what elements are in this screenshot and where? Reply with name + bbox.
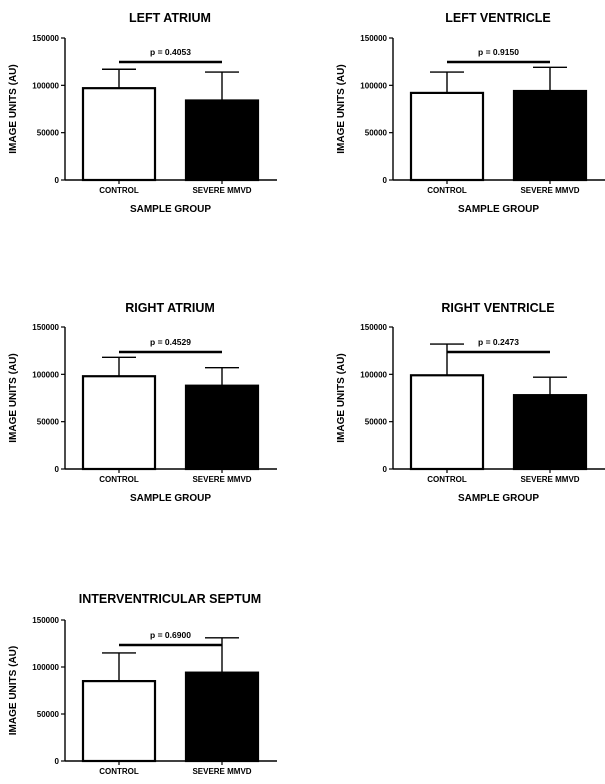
p-value-label: p = 0.9150 bbox=[478, 47, 519, 57]
y-tick-label: 0 bbox=[55, 757, 60, 766]
y-axis-label: IMAGE UNITS (AU) bbox=[8, 353, 19, 442]
y-tick-label: 100000 bbox=[360, 81, 387, 90]
x-category-label: CONTROL bbox=[427, 186, 467, 195]
chart-title: RIGHT ATRIUM bbox=[125, 301, 215, 315]
y-tick-label: 150000 bbox=[32, 616, 59, 625]
chart-title: LEFT VENTRICLE bbox=[445, 11, 551, 25]
y-axis-label: IMAGE UNITS (AU) bbox=[8, 646, 19, 735]
y-tick-label: 50000 bbox=[365, 418, 388, 427]
y-tick-label: 0 bbox=[55, 176, 60, 185]
x-axis-label: SAMPLE GROUP bbox=[130, 204, 211, 215]
y-tick-label: 150000 bbox=[360, 34, 387, 43]
bar-severe-mmvd bbox=[512, 89, 588, 182]
y-axis-label: IMAGE UNITS (AU) bbox=[8, 64, 19, 153]
x-axis-label: SAMPLE GROUP bbox=[458, 493, 539, 504]
bar-severe-mmvd bbox=[184, 671, 260, 763]
y-tick-label: 50000 bbox=[37, 710, 60, 719]
y-tick-label: 150000 bbox=[32, 34, 59, 43]
x-category-label: CONTROL bbox=[99, 186, 139, 195]
y-tick-label: 0 bbox=[383, 176, 388, 185]
p-value-label: p = 0.6900 bbox=[150, 630, 191, 640]
chart-panel-2: LEFT VENTRICLE 0 50000 100000 150000 IMAGE UN… bbox=[336, 11, 605, 215]
y-tick-label: 100000 bbox=[32, 663, 59, 672]
chart-title: INTERVENTRICULAR SEPTUM bbox=[79, 592, 261, 606]
bar-control bbox=[409, 91, 485, 182]
y-tick-label: 0 bbox=[383, 465, 388, 474]
p-value-label: p = 0.4529 bbox=[150, 337, 191, 347]
x-category-label: SEVERE MMVD bbox=[192, 186, 251, 195]
y-axis-label: IMAGE UNITS (AU) bbox=[336, 353, 347, 442]
chart-title: LEFT ATRIUM bbox=[129, 11, 211, 25]
p-value-label: p = 0.4053 bbox=[150, 47, 191, 57]
x-axis-label: SAMPLE GROUP bbox=[458, 204, 539, 215]
bar-severe-mmvd bbox=[184, 384, 260, 471]
y-tick-label: 50000 bbox=[37, 418, 60, 427]
bar-control bbox=[81, 87, 157, 182]
y-axis-label: IMAGE UNITS (AU) bbox=[336, 64, 347, 153]
y-tick-label: 100000 bbox=[32, 81, 59, 90]
y-tick-label: 150000 bbox=[360, 323, 387, 332]
y-tick-label: 50000 bbox=[365, 129, 388, 138]
x-category-label: SEVERE MMVD bbox=[192, 767, 251, 776]
y-tick-label: 100000 bbox=[360, 370, 387, 379]
bar-control bbox=[81, 375, 157, 471]
y-tick-label: 100000 bbox=[32, 370, 59, 379]
y-tick-label: 0 bbox=[55, 465, 60, 474]
chart-panel-4: RIGHT VENTRICLE 0 50000 100000 150000 IMAGE U… bbox=[336, 301, 605, 504]
chart-title: RIGHT VENTRICLE bbox=[441, 301, 554, 315]
bar-severe-mmvd bbox=[512, 394, 588, 471]
x-category-label: CONTROL bbox=[427, 475, 467, 484]
chart-panel-3: RIGHT ATRIUM 0 50000 100000 150000 IMAGE UNIT… bbox=[8, 301, 277, 504]
x-axis-label: SAMPLE GROUP bbox=[130, 493, 211, 504]
x-category-label: SEVERE MMVD bbox=[520, 186, 579, 195]
chart-panel-5: INTERVENTRICULAR SEPTUM 0 50000 100000 15000… bbox=[8, 592, 277, 776]
bar-control bbox=[409, 374, 485, 471]
y-tick-label: 150000 bbox=[32, 323, 59, 332]
bar-control bbox=[81, 679, 157, 763]
x-category-label: CONTROL bbox=[99, 475, 139, 484]
p-value-label: p = 0.2473 bbox=[478, 337, 519, 347]
x-category-label: SEVERE MMVD bbox=[520, 475, 579, 484]
x-category-label: CONTROL bbox=[99, 767, 139, 776]
y-tick-label: 50000 bbox=[37, 129, 60, 138]
chart-panel-1: LEFT ATRIUM 0 50000 100000 150000 IMAGE UNITS… bbox=[8, 11, 277, 215]
bar-severe-mmvd bbox=[184, 99, 260, 182]
x-category-label: SEVERE MMVD bbox=[192, 475, 251, 484]
